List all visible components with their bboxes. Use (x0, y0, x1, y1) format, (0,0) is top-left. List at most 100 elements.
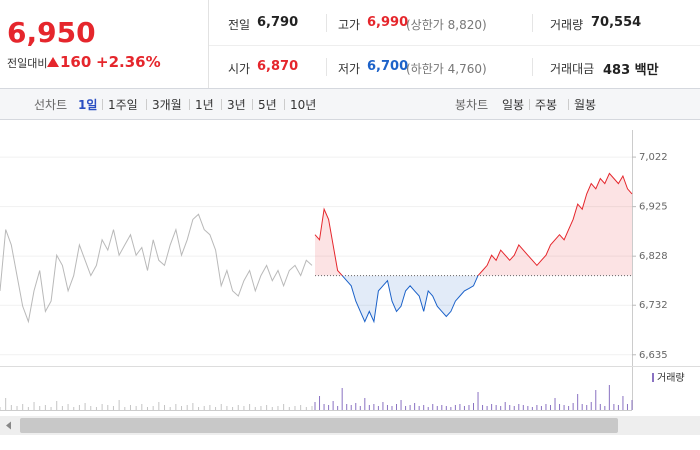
volume-bar (50, 407, 52, 410)
period-button[interactable]: 3개월 (152, 98, 182, 112)
limit: (하한가 4,760) (406, 62, 487, 76)
volume-bar (396, 404, 398, 410)
volume-bar (427, 407, 429, 410)
volume-bar (549, 405, 551, 410)
separator (284, 99, 285, 110)
value: 6,870 (257, 59, 299, 74)
volume-bar (468, 405, 470, 410)
period-button[interactable]: 1일 (78, 98, 98, 112)
volume-bar (491, 404, 493, 410)
volume-bar (107, 405, 109, 410)
volume-bar (112, 406, 114, 410)
volume-legend: 거래량 (657, 372, 685, 384)
volume-bar (169, 407, 171, 410)
volume-bar (454, 405, 456, 410)
volume-bar (482, 405, 484, 410)
volume-bar (186, 405, 188, 410)
volume-bar (237, 405, 239, 410)
toolbar-label: 봉차트 (455, 98, 489, 112)
volume-bar (135, 406, 137, 410)
volume-bar (382, 402, 384, 410)
period-button[interactable]: 3년 (227, 98, 246, 112)
period-button[interactable]: 5년 (258, 98, 277, 112)
volume-bar (604, 406, 606, 410)
volume-bar (577, 394, 579, 410)
volume-bar (323, 404, 325, 410)
volume-bar (337, 406, 339, 410)
volume-bar (226, 406, 228, 410)
period-button[interactable]: 일봉 (502, 98, 525, 112)
volume-bar (386, 405, 388, 410)
volume-bar (518, 404, 520, 410)
volume-legend-swatch (652, 373, 654, 382)
volume-bar (271, 407, 273, 410)
period-button[interactable]: 주봉 (535, 98, 558, 112)
volume-bar (473, 403, 474, 410)
volume-bar (595, 390, 597, 410)
area-up (315, 173, 632, 276)
label: 전일 (228, 18, 251, 32)
volume-bar (249, 404, 251, 410)
separator (252, 99, 253, 110)
period-button[interactable]: 1주일 (108, 98, 138, 112)
volume-bar (181, 406, 183, 410)
volume-bar (328, 405, 330, 410)
volume-bar (477, 392, 479, 410)
volume-bar (432, 404, 434, 410)
value: 70,554 (591, 15, 642, 30)
volume-bar (445, 406, 447, 410)
volume-bar (364, 398, 366, 410)
volume-bar (90, 406, 92, 410)
volume-bar (44, 405, 46, 410)
volume-bar (586, 405, 588, 410)
limit: (상한가 8,820) (406, 18, 487, 32)
change-label: 전일대비 (7, 57, 48, 70)
volume-bar (513, 406, 515, 410)
toolbar: 선차트 봉차트 1일 1주일 3개월 1년 3년 5년 10년 일봉 주봉 월봉 (0, 88, 700, 120)
volume-bar (377, 406, 379, 410)
volume-bar (220, 404, 222, 410)
period-button[interactable]: 1년 (195, 98, 214, 112)
period-button[interactable]: 월봉 (574, 98, 597, 112)
volume-bar (554, 398, 556, 410)
price-line-up (314, 172, 633, 276)
volume-bar (613, 404, 615, 410)
volume-bar (129, 405, 131, 410)
volume-bar (563, 405, 565, 410)
scroll-thumb[interactable] (20, 418, 618, 433)
area-down (315, 275, 632, 322)
volume-bar (346, 404, 348, 410)
volume-bar (332, 401, 334, 410)
price-line (0, 213, 313, 324)
period-button[interactable]: 10년 (290, 98, 317, 112)
volume-bar (164, 405, 166, 410)
volume-bar (414, 403, 416, 410)
value: 6,700 (367, 59, 409, 74)
change: 160 (60, 53, 92, 71)
volume-bar (260, 406, 262, 410)
y-tick-label: 6,925 (639, 202, 668, 213)
volume-bar (527, 406, 529, 410)
value: 483 백만 (603, 63, 659, 78)
separator (189, 99, 190, 110)
volume-bar (175, 404, 177, 410)
scroll-left[interactable] (6, 421, 11, 430)
volume-bar (73, 407, 75, 410)
volume-bar (622, 396, 624, 410)
separator (102, 99, 103, 110)
volume-bar (22, 404, 24, 410)
volume-bar (405, 406, 407, 410)
volume-bar (16, 406, 18, 410)
label: 시가 (228, 62, 251, 76)
volume-bar (266, 405, 268, 410)
volume-bar (95, 407, 97, 410)
volume-bar (409, 405, 411, 410)
volume-bar (10, 405, 12, 410)
volume-bar (56, 401, 58, 410)
value: 6,790 (257, 15, 299, 30)
volume-bar (436, 406, 438, 410)
volume-bar (158, 402, 160, 410)
separator (568, 99, 569, 110)
volume-bar (418, 406, 420, 410)
